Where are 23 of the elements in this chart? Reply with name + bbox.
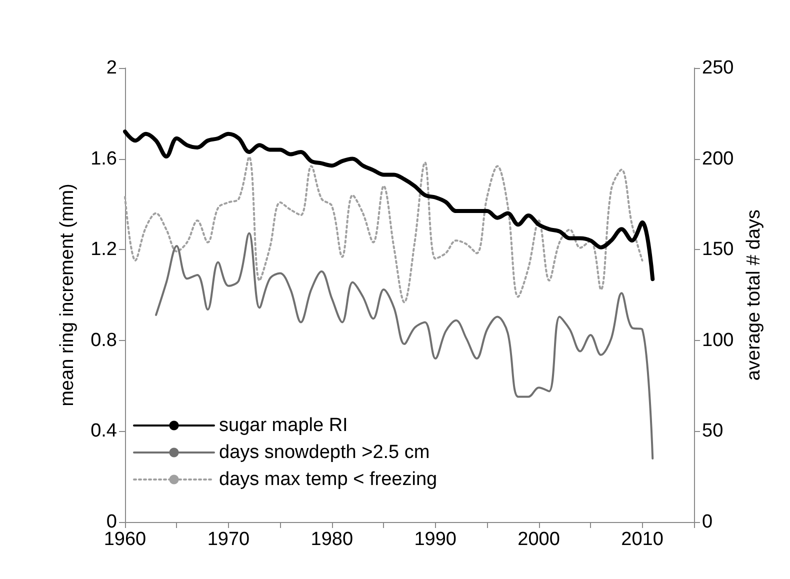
y-axis-title: mean ring increment (mm): [57, 184, 78, 406]
x-tick-label: 1970: [207, 529, 250, 550]
y-tick-label: 1.6: [90, 148, 117, 170]
legend-label: days max temp < freezing: [219, 469, 438, 490]
legend-label: sugar maple RI: [219, 415, 348, 436]
legend-label: days snowdepth >2.5 cm: [219, 442, 430, 463]
line-series: [124, 156, 644, 304]
x-tick-label: 2000: [518, 529, 560, 550]
y2-tick-label: 50: [702, 420, 724, 442]
y2-axis-title: average total # days: [744, 209, 765, 381]
line-series: [123, 130, 655, 282]
y2-tick-label: 100: [702, 330, 734, 351]
y2-tick-label: 0: [702, 512, 713, 532]
y2-tick-label: 200: [702, 148, 734, 170]
y-tick-label: 2: [106, 58, 117, 78]
x-tick-label: 1980: [310, 529, 354, 550]
x-tick-label: 1990: [414, 529, 457, 550]
y-tick-label: 1.2: [90, 239, 117, 260]
y-tick-label: 0.4: [90, 420, 118, 442]
y2-tick-label: 150: [702, 239, 734, 260]
y2-tick-label: 250: [702, 58, 734, 78]
x-tick-label: 2010: [621, 529, 664, 550]
y-tick-label: 0.8: [90, 330, 117, 351]
